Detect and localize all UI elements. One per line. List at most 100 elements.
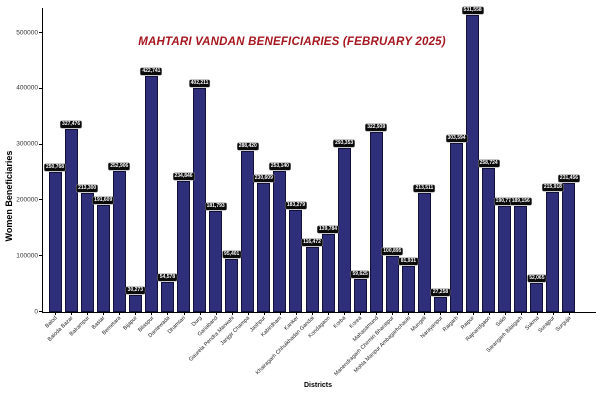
y-tick-label: 300000 bbox=[16, 140, 38, 148]
y-tick-label: 100000 bbox=[16, 251, 38, 259]
bar bbox=[241, 151, 255, 312]
x-tick-mark bbox=[183, 312, 185, 315]
x-tick-mark bbox=[119, 312, 121, 315]
district-name: Korba bbox=[333, 315, 348, 330]
district-name: Durg bbox=[190, 315, 204, 328]
district-name: Surajpur bbox=[537, 315, 557, 335]
bar-value-label: 231,456 bbox=[558, 174, 580, 182]
district-name: Raigarh bbox=[442, 315, 461, 334]
bar-value-label: 100,895 bbox=[381, 247, 403, 255]
x-tick-mark bbox=[215, 312, 217, 315]
bar bbox=[369, 131, 383, 312]
bar-value-label: 95,401 bbox=[222, 250, 241, 258]
chart-title: MAHTARI VANDAN BENEFICIARIES (FEBRUARY 2… bbox=[138, 36, 446, 48]
y-tick-label: 400000 bbox=[16, 84, 38, 92]
bar bbox=[225, 258, 239, 312]
bar-value-label: 81,931 bbox=[399, 258, 418, 266]
y-tick-mark bbox=[39, 255, 43, 257]
bar bbox=[289, 209, 303, 312]
bar-value-label: 303,594 bbox=[445, 134, 468, 142]
y-tick-mark bbox=[39, 199, 43, 201]
bar bbox=[144, 76, 158, 312]
bar-value-label: 250,768 bbox=[44, 164, 66, 172]
bar bbox=[321, 234, 335, 312]
x-tick-mark bbox=[55, 312, 57, 315]
x-tick-mark bbox=[376, 312, 378, 315]
x-tick-mark bbox=[408, 312, 410, 315]
x-tick-mark bbox=[520, 312, 522, 315]
y-tick-mark bbox=[39, 143, 43, 145]
x-tick-mark bbox=[247, 312, 249, 315]
bar-value-label: 531,558 bbox=[462, 7, 484, 15]
x-tick-mark bbox=[263, 312, 265, 315]
bar-value-label: 27,258 bbox=[431, 288, 450, 296]
y-tick-mark bbox=[39, 32, 43, 33]
bar-value-label: 234,846 bbox=[172, 172, 195, 180]
bar-value-label: 422,741 bbox=[140, 68, 162, 76]
x-tick-mark bbox=[440, 312, 442, 315]
bar bbox=[80, 192, 94, 312]
bar-value-label: 402,211 bbox=[189, 79, 210, 87]
x-tick-mark bbox=[360, 312, 362, 315]
bar-value-label: 288,420 bbox=[237, 143, 259, 151]
x-tick-mark bbox=[151, 312, 153, 315]
x-tick-mark bbox=[135, 312, 137, 315]
bar-value-label: 30,273 bbox=[126, 287, 145, 295]
x-tick-mark bbox=[504, 312, 506, 315]
bar bbox=[498, 205, 512, 312]
x-tick-mark bbox=[167, 312, 169, 315]
y-tick-mark bbox=[39, 87, 43, 89]
x-tick-mark bbox=[295, 312, 297, 315]
bar bbox=[273, 170, 287, 312]
bar bbox=[305, 247, 319, 312]
bar-value-label: 191,609 bbox=[92, 197, 114, 205]
bar bbox=[353, 278, 367, 312]
bar bbox=[433, 296, 447, 312]
bar bbox=[514, 206, 528, 312]
bar bbox=[482, 167, 496, 312]
bar-value-label: 322,939 bbox=[365, 123, 387, 131]
x-tick-mark bbox=[199, 312, 201, 315]
bar bbox=[337, 148, 351, 312]
x-tick-mark bbox=[472, 312, 474, 315]
x-tick-mark bbox=[87, 312, 89, 315]
x-tick-mark bbox=[344, 312, 346, 315]
bar bbox=[417, 192, 431, 312]
bar bbox=[64, 129, 78, 312]
bar-value-label: 253,140 bbox=[269, 162, 291, 170]
x-tick-mark bbox=[552, 312, 554, 315]
bar bbox=[385, 255, 399, 312]
bar-value-label: 183,279 bbox=[285, 201, 307, 209]
x-tick-mark bbox=[424, 312, 426, 315]
x-tick-mark bbox=[392, 312, 394, 315]
bar bbox=[48, 172, 62, 312]
bar bbox=[546, 191, 560, 312]
bar bbox=[401, 266, 415, 312]
bar-value-label: 213,511 bbox=[414, 184, 435, 192]
bar-value-label: 327,476 bbox=[60, 121, 82, 129]
x-tick-mark bbox=[488, 312, 490, 315]
bar-value-label: 52,065 bbox=[527, 274, 546, 282]
bar-value-label: 215,918 bbox=[542, 183, 564, 191]
y-axis-label: Women Beneficiaries bbox=[4, 150, 14, 242]
y-tick-label: 500000 bbox=[16, 28, 38, 36]
bar bbox=[209, 210, 223, 312]
bar-value-label: 293,353 bbox=[333, 140, 355, 148]
bar bbox=[562, 182, 576, 312]
bar-value-label: 116,472 bbox=[301, 239, 323, 247]
x-tick-mark bbox=[312, 312, 313, 315]
bar bbox=[160, 281, 174, 312]
bar-value-label: 59,625 bbox=[351, 270, 370, 278]
bar-value-label: 213,300 bbox=[76, 184, 98, 192]
x-tick-mark bbox=[231, 312, 233, 315]
x-tick-mark bbox=[536, 312, 538, 315]
x-tick-mark bbox=[279, 312, 281, 315]
x-tick-mark bbox=[568, 312, 570, 315]
x-tick-mark bbox=[328, 312, 330, 315]
bar bbox=[112, 170, 126, 312]
y-tick-mark bbox=[39, 311, 43, 312]
y-tick-label: 200000 bbox=[16, 196, 38, 204]
bar-value-label: 190,777 bbox=[494, 197, 516, 205]
bar-value-label: 54,578 bbox=[158, 273, 177, 281]
